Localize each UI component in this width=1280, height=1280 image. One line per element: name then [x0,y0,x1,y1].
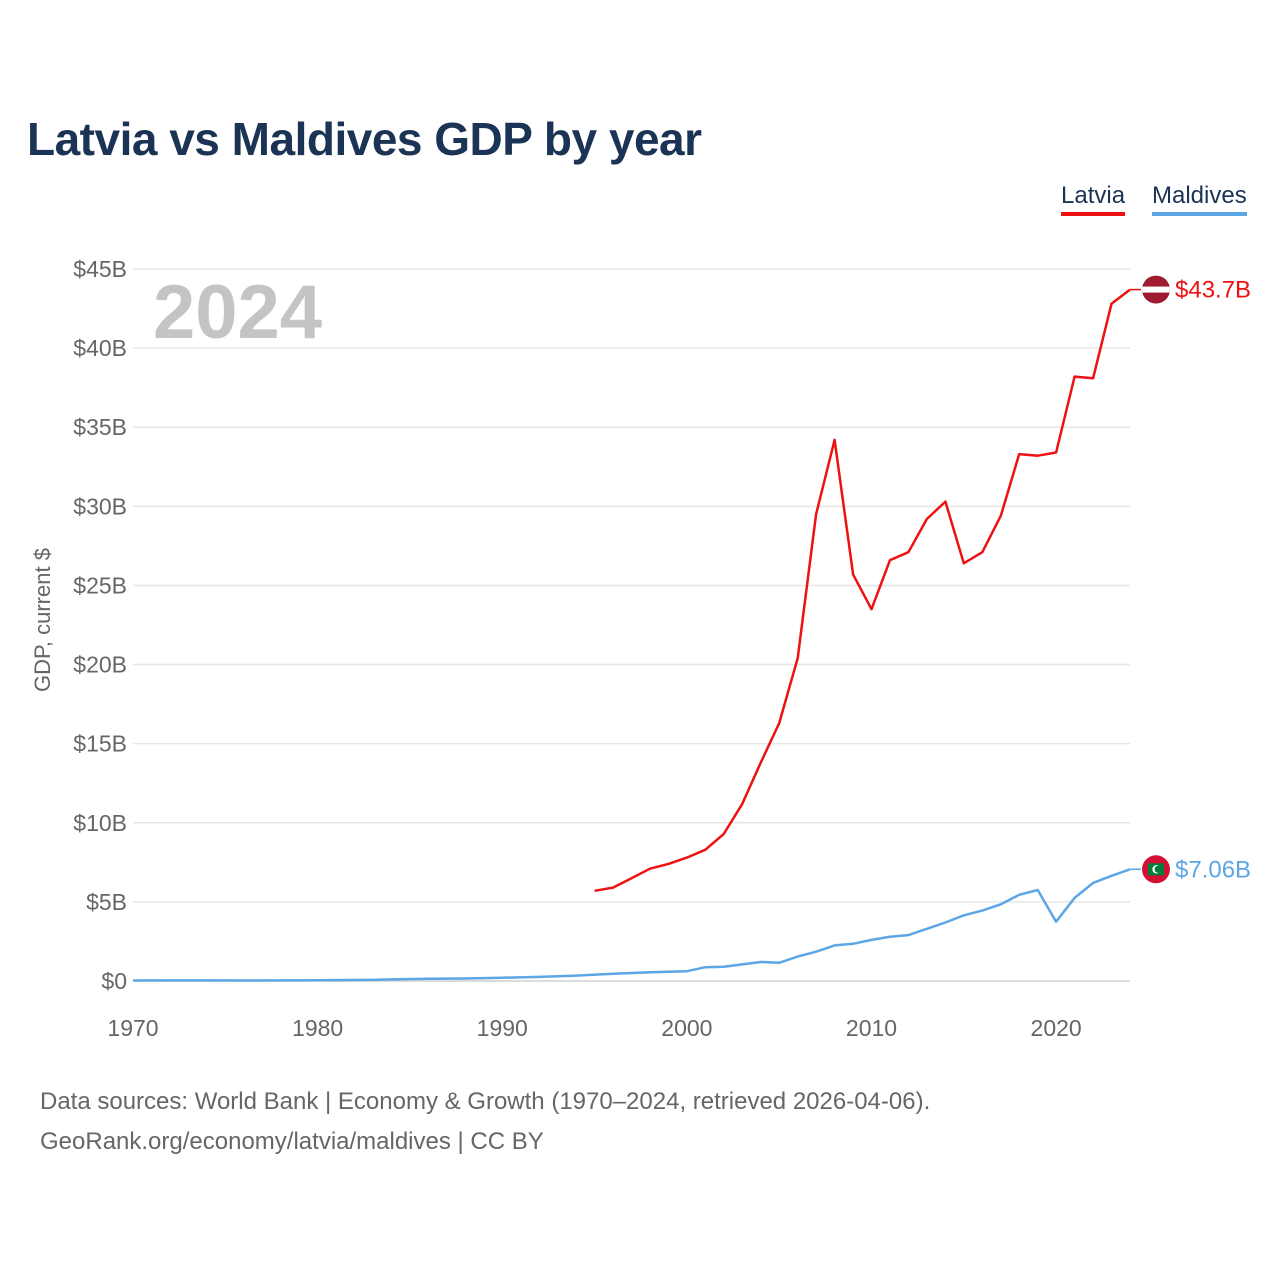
y-axis-ticks: $0 $5B $10B $15B $20B $25B $30B $35B $40B $45B [73,256,127,994]
x-axis-ticks: 1970 1980 1990 2000 2010 2020 [107,1015,1081,1041]
gridlines [133,268,1130,982]
legend-item-maldives[interactable]: Maldives [1152,182,1247,216]
legend-item-latvia[interactable]: Latvia [1061,182,1126,216]
y-tick-label: $20B [73,652,127,678]
x-tick-label: 1980 [292,1015,343,1041]
x-tick-label: 2020 [1031,1015,1082,1041]
latvia-flag-icon [1142,275,1170,304]
y-tick-label: $30B [73,493,127,519]
footer-sources: Data sources: World Bank | Economy & Gro… [40,1088,931,1115]
y-tick-label: $35B [73,414,127,440]
y-tick-label: $15B [73,731,127,757]
y-tick-label: $45B [73,256,127,282]
series-lines [132,288,1131,982]
y-axis-label: GDP, current $ [30,548,55,692]
x-tick-label: 1990 [477,1015,528,1041]
y-tick-label: $5B [86,889,127,915]
series-line-latvia[interactable] [594,288,1131,893]
series-line-maldives[interactable] [132,868,1131,982]
x-tick-label: 1970 [107,1015,158,1041]
x-tick-label: 2000 [661,1015,712,1041]
maldives-flag-icon [1142,855,1170,884]
x-tick-label: 2010 [846,1015,897,1041]
footer: Data sources: World Bank | Economy & Gro… [40,1082,930,1162]
year-watermark: 2024 [153,270,322,355]
chart-title: Latvia vs Maldives GDP by year [27,113,702,165]
end-value-label-latvia: $43.7B [1175,277,1251,304]
footer-link[interactable]: GeoRank.org/economy/latvia/maldives | CC… [40,1128,544,1155]
y-tick-label: $0 [101,968,127,994]
end-labels: $43.7B $7.06B [1130,275,1251,884]
y-tick-label: $25B [73,572,127,598]
end-value-label-maldives: $7.06B [1175,856,1251,883]
y-tick-label: $40B [73,335,127,361]
y-tick-label: $10B [73,810,127,836]
